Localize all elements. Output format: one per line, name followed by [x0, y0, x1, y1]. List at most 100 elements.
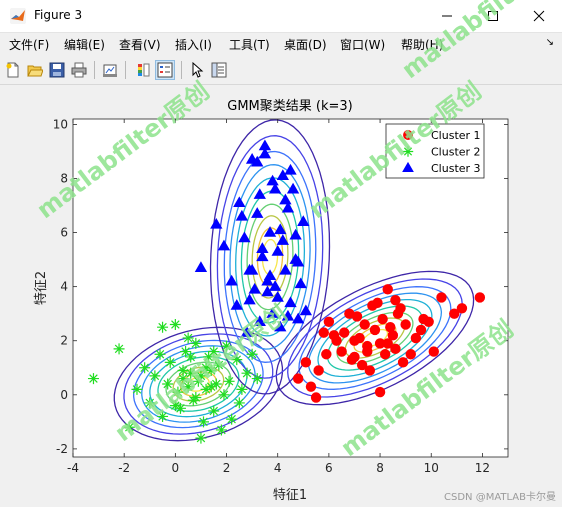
data-point	[266, 174, 279, 186]
data-point	[321, 349, 332, 360]
pointer-icon[interactable]	[187, 60, 207, 80]
data-point	[248, 282, 261, 294]
menu-file[interactable]: 文件(F)	[9, 38, 50, 52]
data-point	[382, 338, 393, 349]
legend-label: Cluster 2	[431, 146, 481, 159]
save-icon[interactable]	[47, 60, 67, 80]
legend-marker	[402, 146, 414, 157]
x-tick-label: 12	[475, 461, 490, 475]
contour-line	[246, 203, 294, 311]
data-point	[203, 351, 215, 363]
data-point	[428, 346, 439, 357]
data-point	[292, 312, 305, 324]
data-point	[286, 182, 300, 194]
contour-line	[223, 150, 317, 363]
menu-tools[interactable]: 工具(T)	[229, 38, 270, 52]
data-point	[263, 269, 277, 281]
maximize-icon	[488, 11, 498, 21]
maximize-button[interactable]	[470, 0, 516, 32]
axis-ticks: -4 -2 0 2 4 6 8 10 12 -2 0 2 4 6 8 10	[53, 117, 508, 475]
data-point	[339, 327, 350, 338]
data-point	[294, 277, 307, 289]
link-plot-icon[interactable]	[100, 60, 120, 80]
x-tick-label: 4	[274, 461, 282, 475]
chart-title: GMM聚类结果 (k=3)	[227, 99, 352, 114]
data-point	[276, 169, 289, 181]
data-point	[318, 327, 329, 338]
new-figure-icon[interactable]	[3, 60, 23, 80]
data-point	[169, 400, 181, 412]
data-point	[195, 432, 207, 444]
legend-marker	[402, 161, 414, 173]
data-point	[180, 346, 192, 358]
data-point	[279, 263, 292, 275]
data-point	[387, 330, 399, 341]
matlab-logo-icon	[10, 8, 26, 24]
open-icon[interactable]	[25, 60, 45, 80]
menu-help[interactable]: 帮助(H)	[401, 38, 444, 52]
close-button[interactable]	[516, 0, 562, 32]
minimize-icon	[442, 15, 452, 17]
data-point	[390, 343, 401, 355]
data-point	[385, 322, 396, 333]
contour-line	[165, 361, 232, 407]
data-point	[190, 337, 202, 349]
contour-line	[336, 311, 414, 365]
data-point	[356, 359, 368, 371]
data-point	[300, 357, 312, 368]
data-point	[297, 215, 310, 226]
data-point	[256, 242, 269, 254]
data-point	[256, 250, 269, 262]
data-point	[349, 335, 360, 346]
data-point	[400, 319, 411, 330]
contour-line	[229, 164, 311, 350]
data-point	[208, 346, 220, 358]
data-point	[276, 234, 289, 245]
data-point	[213, 359, 225, 371]
data-point	[185, 367, 197, 379]
legend-icon[interactable]	[155, 60, 175, 80]
data-point	[172, 386, 184, 398]
data-point	[194, 261, 208, 272]
legend[interactable]: Cluster 1 Cluster 2 Cluster 3	[385, 123, 485, 179]
menu-desktop[interactable]: 桌面(D)	[284, 38, 327, 52]
data-point	[253, 188, 266, 199]
colorbar-icon[interactable]	[133, 60, 153, 80]
data-point	[182, 381, 194, 393]
data-point	[174, 402, 186, 414]
window-titlebar: Figure 3	[0, 0, 562, 33]
data-point	[336, 346, 347, 357]
data-point	[195, 370, 207, 382]
data-point	[238, 231, 251, 243]
data-point	[390, 294, 401, 306]
menu-insert[interactable]: 插入(I)	[175, 38, 212, 52]
data-point	[323, 316, 335, 327]
close-icon	[533, 10, 545, 22]
data-point	[217, 239, 231, 251]
gmm-scatter-plot[interactable]: -4 -2 0 2 4 6 8 10 12 -2 0 2 4 6 8 10 GMM聚类结果 (k=3) 特征1…	[0, 85, 562, 507]
data-point	[185, 351, 197, 363]
data-point	[397, 357, 409, 368]
data-point	[205, 381, 217, 393]
data-point	[240, 326, 254, 337]
menu-bar: 文件(F) 编辑(E) 查看(V) 插入(I) 工具(T) 桌面(D) 窗口(W…	[0, 33, 562, 55]
legend-marker	[403, 130, 413, 140]
y-axis-label: 特征2	[34, 271, 49, 305]
data-point	[223, 375, 235, 387]
menu-window[interactable]: 窗口(W)	[340, 38, 386, 52]
menu-view[interactable]: 查看(V)	[119, 38, 161, 52]
contour-line	[251, 215, 289, 299]
data-point	[449, 308, 460, 319]
contour-line	[240, 190, 300, 324]
legend-label: Cluster 1	[431, 129, 481, 142]
menu-edit[interactable]: 编辑(E)	[64, 38, 105, 52]
property-editor-icon[interactable]	[209, 60, 229, 80]
menu-overflow-icon[interactable]: ↘	[545, 37, 554, 48]
data-markers	[87, 139, 486, 444]
source-credit: CSDN @MATLAB卡尔曼	[444, 492, 556, 503]
minimize-button[interactable]	[424, 0, 470, 32]
data-point	[251, 373, 263, 385]
print-icon[interactable]	[69, 60, 89, 80]
window-title: Figure 3	[34, 8, 83, 22]
y-tick-label: 0	[60, 388, 68, 402]
